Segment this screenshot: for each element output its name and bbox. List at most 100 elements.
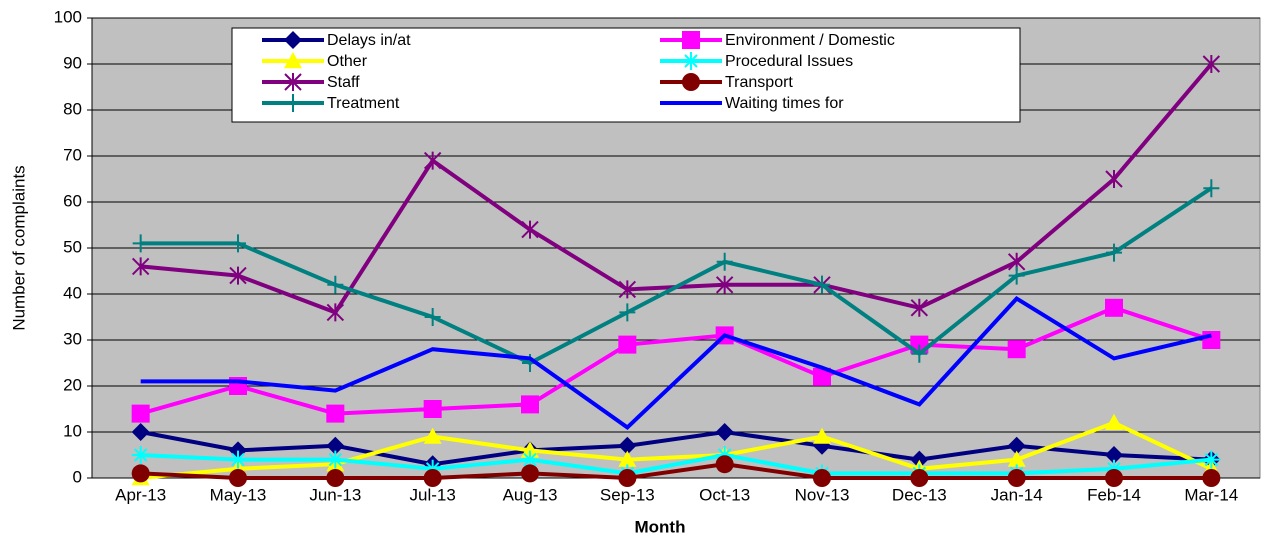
- legend-label: Other: [327, 53, 368, 70]
- marker: [911, 344, 928, 363]
- legend-label: Staff: [327, 74, 360, 91]
- marker: [715, 275, 734, 294]
- x-tick-label: May-13: [210, 485, 267, 504]
- marker: [521, 450, 539, 469]
- marker: [682, 52, 700, 70]
- marker: [1007, 436, 1026, 455]
- y-tick-label: 90: [63, 53, 82, 72]
- marker: [131, 464, 150, 483]
- marker: [682, 31, 700, 49]
- marker: [910, 469, 929, 487]
- x-tick-label: Feb-14: [1087, 485, 1141, 504]
- marker: [1106, 243, 1122, 262]
- marker: [682, 73, 700, 91]
- x-tick-label: Mar-14: [1184, 485, 1238, 504]
- series-line: [140, 462, 1212, 481]
- y-axis-title: Number of complaints: [9, 165, 28, 330]
- marker: [326, 469, 345, 487]
- y-tick-label: 50: [63, 237, 82, 256]
- marker: [521, 464, 539, 483]
- marker: [131, 446, 150, 464]
- marker: [618, 469, 637, 487]
- x-tick-label: Dec-13: [892, 485, 947, 504]
- marker: [131, 423, 150, 441]
- marker: [619, 303, 636, 322]
- marker: [715, 423, 734, 441]
- marker: [1105, 459, 1123, 478]
- marker: [326, 303, 345, 322]
- marker: [326, 436, 345, 455]
- marker: [1202, 331, 1221, 349]
- marker: [284, 73, 302, 91]
- x-tick-label: Aug-13: [503, 485, 558, 504]
- x-tick-label: Jan-14: [991, 485, 1043, 504]
- y-tick-label: 30: [63, 329, 82, 348]
- marker: [910, 450, 929, 469]
- series-line: [140, 305, 1212, 416]
- series-line: [140, 420, 1213, 480]
- marker: [423, 427, 442, 444]
- series-line: [140, 452, 1212, 476]
- marker: [285, 94, 301, 112]
- marker: [1202, 55, 1221, 73]
- marker: [131, 257, 150, 276]
- series-line: [140, 429, 1212, 467]
- y-tick-label: 80: [63, 99, 82, 118]
- x-tick-label: Jul-13: [410, 485, 456, 504]
- legend-label: Environment / Domestic: [725, 32, 895, 49]
- marker: [521, 441, 539, 458]
- marker: [1007, 469, 1026, 487]
- marker: [521, 395, 539, 414]
- marker: [618, 436, 637, 455]
- marker: [131, 404, 150, 423]
- marker: [813, 469, 831, 487]
- marker: [326, 450, 345, 469]
- legend-label: Delays in/at: [327, 32, 411, 49]
- marker: [1202, 450, 1221, 469]
- series-line: [140, 186, 1213, 366]
- legend: [231, 27, 1021, 123]
- marker: [813, 427, 831, 444]
- marker: [1105, 469, 1123, 487]
- x-tick-label: Jun-13: [309, 485, 361, 504]
- marker: [424, 308, 441, 326]
- marker: [715, 446, 734, 464]
- marker: [521, 220, 539, 239]
- x-tick-label: Nov-13: [795, 485, 850, 504]
- marker: [423, 469, 442, 487]
- marker: [1105, 170, 1123, 188]
- marker: [1008, 266, 1025, 285]
- marker: [423, 459, 442, 478]
- y-tick-label: 70: [63, 145, 82, 164]
- x-tick-label: Apr-13: [115, 485, 166, 504]
- marker: [132, 234, 149, 253]
- marker: [229, 469, 247, 487]
- marker: [910, 298, 929, 317]
- marker: [1105, 413, 1123, 430]
- legend-label: Treatment: [327, 95, 400, 112]
- marker: [618, 335, 637, 354]
- marker: [326, 404, 345, 423]
- legend-label: Procedural Issues: [725, 53, 853, 70]
- marker: [1105, 298, 1123, 317]
- marker: [230, 234, 246, 253]
- marker: [1203, 179, 1220, 198]
- x-tick-label: Sep-13: [600, 485, 655, 504]
- marker: [327, 275, 344, 294]
- marker: [1105, 446, 1123, 464]
- x-axis-title: Month: [635, 517, 686, 536]
- marker: [716, 252, 733, 271]
- series-line: [140, 296, 1212, 430]
- legend-label: Waiting times for: [725, 95, 844, 112]
- marker: [1007, 450, 1026, 467]
- marker: [284, 52, 302, 69]
- marker: [618, 450, 637, 467]
- marker: [1202, 469, 1221, 487]
- marker: [1007, 340, 1026, 359]
- y-tick-label: 0: [73, 467, 82, 486]
- x-tick-label: Oct-13: [699, 485, 750, 504]
- y-tick-label: 20: [63, 375, 82, 394]
- marker: [229, 266, 247, 285]
- marker: [715, 455, 734, 474]
